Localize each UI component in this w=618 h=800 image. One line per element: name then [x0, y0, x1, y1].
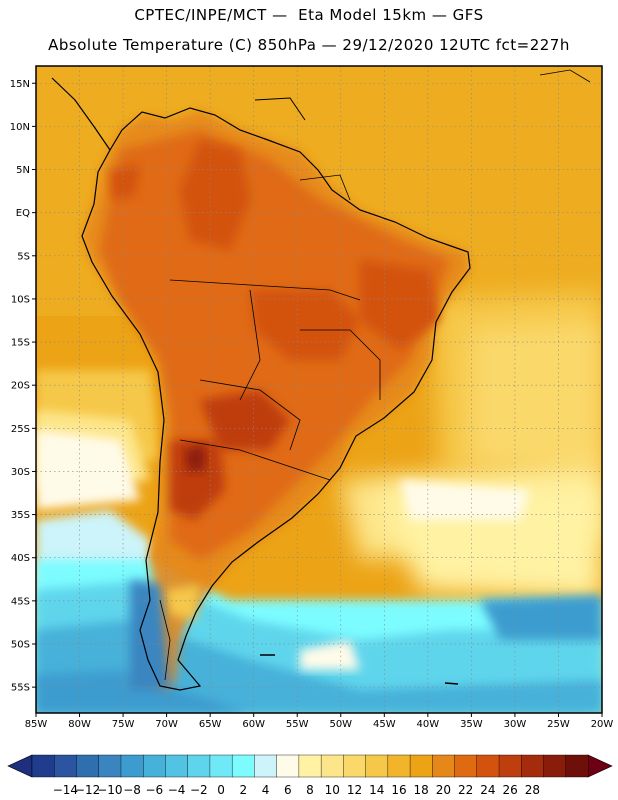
lon-tick-label: 50W [329, 719, 352, 730]
colorbar-swatch [543, 754, 567, 778]
colorbar-swatch [454, 754, 478, 778]
lon-tick-label: 20W [591, 719, 614, 730]
lat-tick-label: 45S [11, 596, 30, 607]
lat-tick-label: EQ [16, 208, 30, 219]
lon-tick-label: 30W [504, 719, 527, 730]
lat-tick-label: 35S [11, 510, 30, 521]
lon-tick-label: 80W [68, 719, 91, 730]
colorbar-label: 16 [391, 783, 406, 797]
lat-tick-label: 25S [11, 424, 30, 435]
colorbar-label: 8 [306, 783, 314, 797]
colorbar-swatch [565, 754, 589, 778]
colorbar-label: −6 [145, 783, 163, 797]
colorbar-label: −12 [75, 783, 100, 797]
latitude-axis: 15N 10N 5N EQ 5S 10S 15S 20S 25S 30S 35S 40S 45S 50S 5… [10, 79, 36, 694]
colorbar-label: 0 [217, 783, 225, 797]
lat-tick-label: 5S [17, 251, 30, 262]
colorbar-label: 18 [414, 783, 429, 797]
colorbar-swatch [387, 754, 411, 778]
map-title-line-1: CPTEC/INPE/MCT — Eta Model 15km — GFS [134, 6, 484, 24]
colorbar-label: −2 [190, 783, 208, 797]
colorbar-label: 28 [525, 783, 540, 797]
longitude-axis: 85W 80W 75W 70W 65W 60W 55W 50W 45W 40W 35W 30W 25W 2… [25, 713, 614, 730]
colorbar-label: 6 [284, 783, 292, 797]
map-frame [35, 65, 603, 714]
coastline [51, 69, 591, 691]
colorbar-swatch [142, 754, 166, 778]
lat-tick-label: 10N [10, 122, 30, 133]
lat-tick-label: 5N [16, 165, 30, 176]
colorbar-swatch [120, 754, 144, 778]
temperature-field [36, 66, 602, 713]
colorbar-swatch [298, 754, 322, 778]
lon-tick-label: 55W [286, 719, 309, 730]
colorbar-swatch [432, 754, 456, 778]
lon-tick-label: 70W [155, 719, 178, 730]
colorbar-label: 24 [480, 783, 495, 797]
colorbar-swatch [498, 754, 522, 778]
lat-tick-label: 15N [10, 79, 30, 90]
colorbar-swatch [409, 754, 433, 778]
lat-tick-label: 20S [11, 381, 30, 392]
lat-tick-label: 30S [11, 467, 30, 478]
map-title-line-2: Absolute Temperature (C) 850hPa — 29/12/… [48, 36, 570, 54]
colorbar-label: 10 [325, 783, 340, 797]
lon-tick-label: 60W [242, 719, 265, 730]
colorbar-swatch [254, 754, 278, 778]
colorbar-swatch [165, 754, 189, 778]
lon-tick-label: 35W [460, 719, 483, 730]
colorbar-swatch [521, 754, 545, 778]
colorbar-under-arrow [7, 754, 33, 778]
colorbar-label: 20 [436, 783, 451, 797]
colorbar-swatch [476, 754, 500, 778]
colorbar-over-arrow [587, 754, 613, 778]
lat-tick-label: 10S [11, 294, 30, 305]
colorbar-swatch [343, 754, 367, 778]
lon-tick-label: 25W [547, 719, 570, 730]
colorbar-swatch [54, 754, 77, 778]
colorbar-label: 22 [458, 783, 473, 797]
colorbar-label: −14 [53, 783, 78, 797]
colorbar-label: −8 [123, 783, 141, 797]
colorbar-swatch [209, 754, 233, 778]
colorbar-swatch [31, 754, 55, 778]
lat-tick-label: 40S [11, 553, 30, 564]
colorbar-swatch [98, 754, 122, 778]
lon-tick-label: 85W [25, 719, 48, 730]
lat-tick-label: 50S [11, 639, 30, 650]
colorbar-label: 2 [239, 783, 247, 797]
colorbar-swatch [320, 754, 344, 778]
lat-tick-label: 15S [11, 338, 30, 349]
lon-tick-label: 75W [112, 719, 135, 730]
colorbar-swatch [231, 754, 255, 778]
lon-tick-label: 65W [199, 719, 222, 730]
lat-tick-label: 55S [11, 683, 30, 694]
colorbar-swatch [276, 754, 300, 778]
colorbar-swatch [365, 754, 389, 778]
colorbar-label: 26 [503, 783, 518, 797]
colorbar-label: 12 [347, 783, 362, 797]
colorbar-label: 14 [369, 783, 384, 797]
colorbar-legend: −14−12−10 −8 −6 −4 −2 0 2 4 6 8 10 12 14 16 18 20 22 24 26… [7, 754, 613, 797]
colorbar-label: −4 [168, 783, 186, 797]
colorbar-swatch [187, 754, 211, 778]
colorbar-label: 4 [262, 783, 270, 797]
colorbar-label: −10 [97, 783, 122, 797]
lon-tick-label: 45W [373, 719, 396, 730]
lon-tick-label: 40W [417, 719, 440, 730]
colorbar-swatch [76, 754, 100, 778]
